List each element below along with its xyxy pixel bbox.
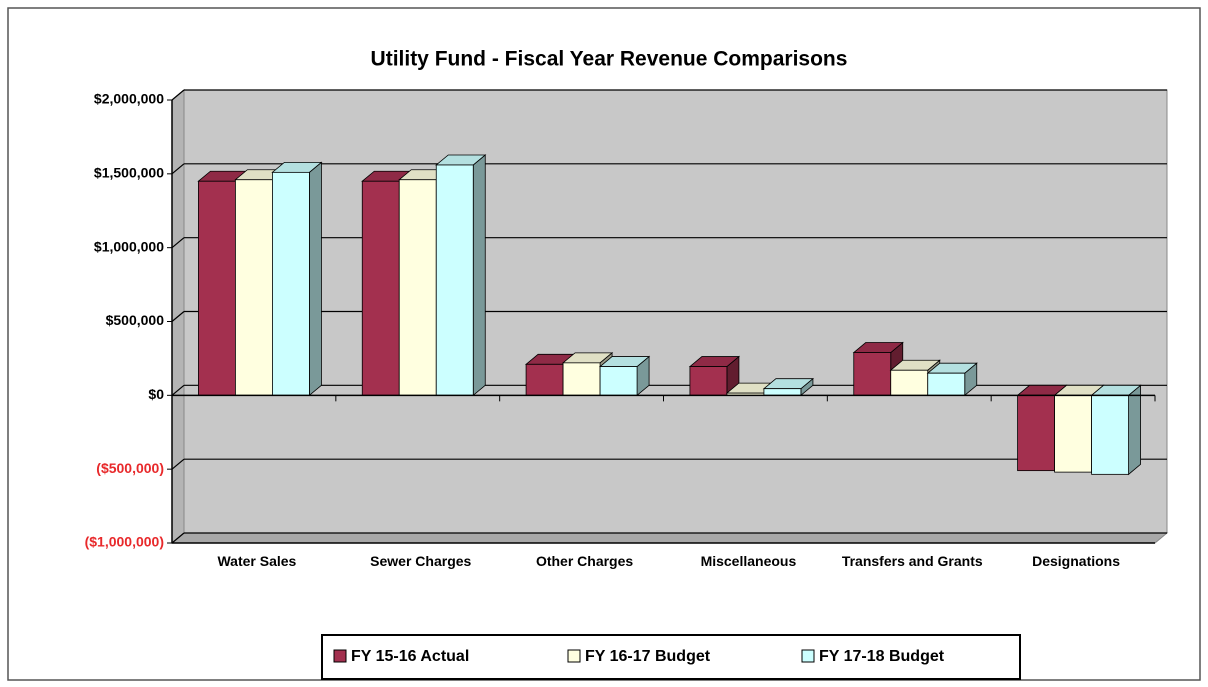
legend-label: FY 17-18 Budget: [819, 648, 945, 665]
legend-label: FY 16-17 Budget: [585, 648, 711, 665]
bar: [272, 171, 310, 396]
bar: [198, 180, 236, 396]
bar: [1091, 394, 1129, 475]
floor: [170, 532, 1169, 544]
bar: [1054, 394, 1092, 473]
y-tick-label: ($1,000,000): [85, 534, 164, 550]
grid-line-side: [171, 163, 185, 175]
bar: [1017, 394, 1055, 472]
bar: [689, 366, 728, 396]
x-tick-label: Miscellaneous: [700, 553, 797, 569]
grid-line-side: [171, 532, 185, 544]
grid-line-side: [171, 384, 185, 396]
bar: [235, 179, 273, 396]
x-tick-label: Designations: [1032, 553, 1121, 569]
y-tick-label: $1,500,000: [94, 165, 164, 181]
grid-line-side: [171, 89, 185, 101]
bar: [853, 352, 892, 396]
y-tick-label: $2,000,000: [94, 91, 164, 107]
bar: [763, 388, 802, 396]
x-tick-label: Transfers and Grants: [841, 553, 983, 569]
x-tick-label: Water Sales: [217, 553, 297, 569]
legend-swatch: [801, 649, 815, 663]
bar: [599, 366, 638, 396]
bar: [398, 179, 437, 396]
legend-label: FY 15-16 Actual: [351, 648, 469, 665]
bar-side: [1128, 384, 1141, 476]
grid-line-side: [171, 458, 185, 470]
x-tick-label: Sewer Charges: [370, 553, 472, 569]
bar: [361, 180, 400, 396]
bar-side: [472, 154, 486, 397]
legend-swatch: [567, 649, 581, 663]
y-tick-label: $0: [148, 386, 164, 402]
bar: [435, 164, 474, 396]
grid-line-side: [171, 237, 185, 249]
grid-line-side: [171, 311, 185, 322]
bar-side: [309, 161, 322, 397]
x-tick-label: Other Charges: [535, 553, 634, 569]
legend-swatch: [333, 649, 347, 663]
bar: [562, 362, 601, 396]
chart-title: Utility Fund - Fiscal Year Revenue Compa…: [371, 48, 848, 71]
bar: [525, 363, 564, 396]
y-tick-label: $1,000,000: [94, 238, 164, 254]
legend-box: [321, 634, 1021, 680]
y-tick-label: ($500,000): [96, 460, 164, 476]
bar: [927, 372, 966, 396]
y-tick-label: $500,000: [106, 312, 165, 328]
bar: [890, 369, 929, 396]
